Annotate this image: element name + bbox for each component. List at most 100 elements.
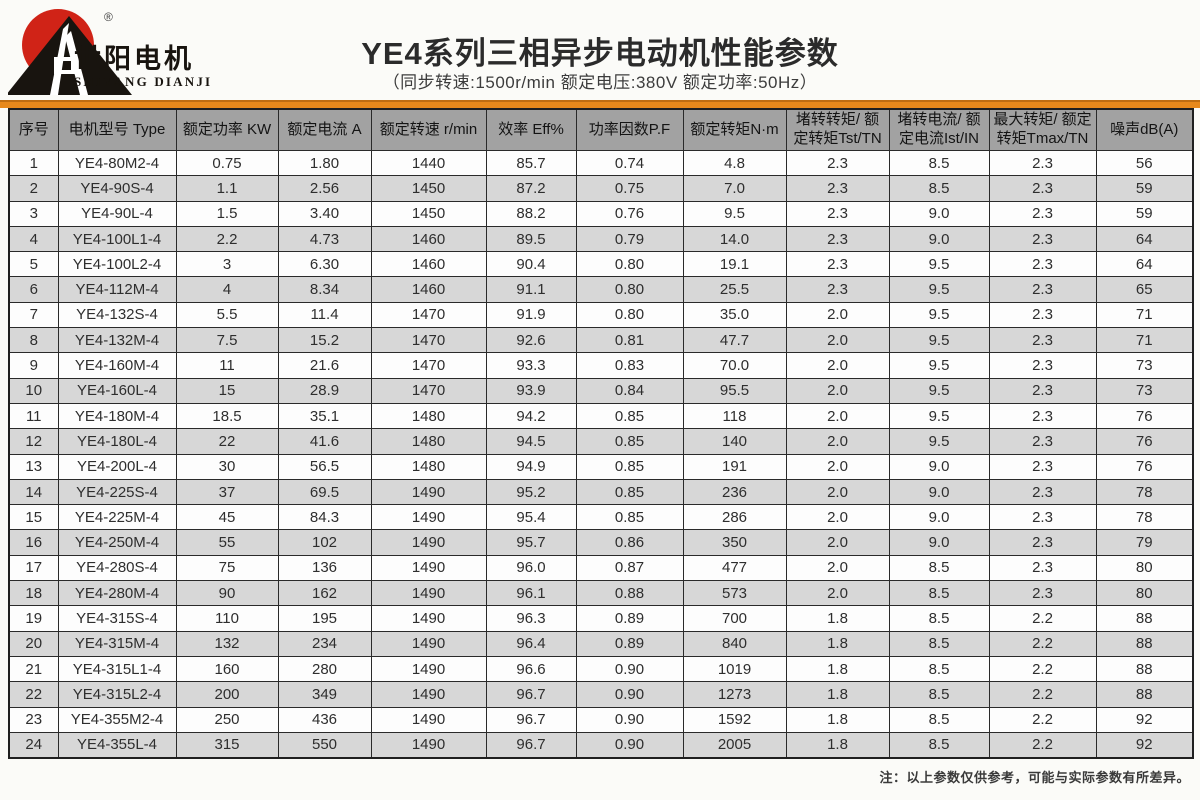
value-cell: 200: [175, 681, 279, 708]
model-cell: YE4-225M-4: [57, 504, 177, 531]
value-cell: 92: [1095, 731, 1194, 759]
value-cell: 9.5: [888, 327, 990, 354]
table-row: 19 YE4-315S-4 110 195 1490 96.3 0.89 700 1.8 8.5 2…: [8, 605, 1194, 632]
value-cell: 76: [1095, 428, 1194, 455]
value-cell: 0.85: [575, 453, 684, 480]
model-cell: YE4-180L-4: [57, 428, 177, 455]
value-cell: 2.2: [988, 706, 1097, 733]
value-cell: 18.5: [175, 402, 279, 430]
column-header: 最大转矩/ 额定转矩Tmax/TN: [988, 108, 1097, 151]
value-cell: 8.5: [888, 731, 990, 759]
value-cell: 1480: [370, 428, 487, 455]
value-cell: 6.30: [277, 251, 372, 278]
row-index-cell: 15: [8, 504, 59, 531]
value-cell: 19.1: [682, 251, 787, 278]
value-cell: 9.5: [888, 251, 990, 278]
value-cell: 76: [1095, 402, 1194, 430]
value-cell: 2.3: [988, 529, 1097, 556]
table-row: 2 YE4-90S-4 1.1 2.56 1450 87.2 0.75 7.0 2.3 8.5 2.…: [8, 175, 1194, 202]
column-header: 电机型号 Type: [57, 108, 177, 151]
value-cell: 89.5: [485, 225, 577, 253]
value-cell: 0.88: [575, 580, 684, 607]
value-cell: 2.3: [988, 200, 1097, 227]
value-cell: 1490: [370, 478, 487, 506]
value-cell: 1490: [370, 655, 487, 683]
table-row: 15 YE4-225M-4 45 84.3 1490 95.4 0.85 286 2.0 9.0 2…: [8, 504, 1194, 531]
value-cell: 88.2: [485, 200, 577, 227]
value-cell: 9.0: [888, 529, 990, 556]
value-cell: 8.5: [888, 554, 990, 582]
accent-bar: [0, 100, 1200, 108]
value-cell: 573: [682, 580, 787, 607]
value-cell: 94.9: [485, 453, 577, 480]
value-cell: 91.9: [485, 301, 577, 329]
value-cell: 96.3: [485, 605, 577, 632]
value-cell: 0.83: [575, 352, 684, 379]
value-cell: 56: [1095, 149, 1194, 177]
value-cell: 0.85: [575, 504, 684, 531]
table-row: 14 YE4-225S-4 37 69.5 1490 95.2 0.85 236 2.0 9.0 2…: [8, 478, 1194, 506]
value-cell: 92.6: [485, 327, 577, 354]
value-cell: 0.85: [575, 478, 684, 506]
value-cell: 191: [682, 453, 787, 480]
registered-mark: ®: [104, 10, 113, 24]
value-cell: 0.81: [575, 327, 684, 354]
value-cell: 15: [175, 377, 279, 404]
value-cell: 64: [1095, 251, 1194, 278]
value-cell: 96.6: [485, 655, 577, 683]
value-cell: 8.5: [888, 605, 990, 632]
value-cell: 2.2: [988, 630, 1097, 657]
value-cell: 9.0: [888, 453, 990, 480]
value-cell: 91.1: [485, 276, 577, 303]
value-cell: 2.0: [785, 352, 890, 379]
value-cell: 2.0: [785, 478, 890, 506]
value-cell: 9.0: [888, 478, 990, 506]
value-cell: 236: [682, 478, 787, 506]
value-cell: 1.1: [175, 175, 279, 202]
value-cell: 94.5: [485, 428, 577, 455]
value-cell: 0.76: [575, 200, 684, 227]
value-cell: 70.0: [682, 352, 787, 379]
column-header: 效率 Eff%: [485, 108, 577, 151]
table-body: 1 YE4-80M2-4 0.75 1.80 1440 85.7 0.74 4.8 2.3 8.5…: [8, 149, 1194, 759]
value-cell: 2.3: [988, 377, 1097, 404]
value-cell: 2.3: [988, 580, 1097, 607]
table-row: 8 YE4-132M-4 7.5 15.2 1470 92.6 0.81 47.7 2.0 9.5…: [8, 327, 1194, 354]
value-cell: 96.1: [485, 580, 577, 607]
value-cell: 37: [175, 478, 279, 506]
value-cell: 0.90: [575, 655, 684, 683]
value-cell: 2.0: [785, 554, 890, 582]
value-cell: 95.5: [682, 377, 787, 404]
value-cell: 76: [1095, 453, 1194, 480]
value-cell: 28.9: [277, 377, 372, 404]
value-cell: 2.2: [988, 605, 1097, 632]
value-cell: 93.9: [485, 377, 577, 404]
value-cell: 93.3: [485, 352, 577, 379]
model-cell: YE4-112M-4: [57, 276, 177, 303]
table-row: 11 YE4-180M-4 18.5 35.1 1480 94.2 0.85 118 2.0 9.…: [8, 402, 1194, 430]
row-index-cell: 7: [8, 301, 59, 329]
value-cell: 0.90: [575, 731, 684, 759]
value-cell: 80: [1095, 554, 1194, 582]
row-index-cell: 19: [8, 605, 59, 632]
value-cell: 9.5: [682, 200, 787, 227]
row-index-cell: 2: [8, 175, 59, 202]
value-cell: 3.40: [277, 200, 372, 227]
value-cell: 94.2: [485, 402, 577, 430]
value-cell: 2.0: [785, 453, 890, 480]
value-cell: 56.5: [277, 453, 372, 480]
row-index-cell: 23: [8, 706, 59, 733]
value-cell: 9.0: [888, 225, 990, 253]
row-index-cell: 9: [8, 352, 59, 379]
model-cell: YE4-100L1-4: [57, 225, 177, 253]
table-row: 5 YE4-100L2-4 3 6.30 1460 90.4 0.80 19.1 2.3 9.5 2…: [8, 251, 1194, 278]
column-header: 序号: [8, 108, 59, 151]
row-index-cell: 5: [8, 251, 59, 278]
value-cell: 78: [1095, 504, 1194, 531]
value-cell: 1450: [370, 200, 487, 227]
value-cell: 1490: [370, 681, 487, 708]
value-cell: 349: [277, 681, 372, 708]
value-cell: 87.2: [485, 175, 577, 202]
model-cell: YE4-90S-4: [57, 175, 177, 202]
value-cell: 8.5: [888, 630, 990, 657]
